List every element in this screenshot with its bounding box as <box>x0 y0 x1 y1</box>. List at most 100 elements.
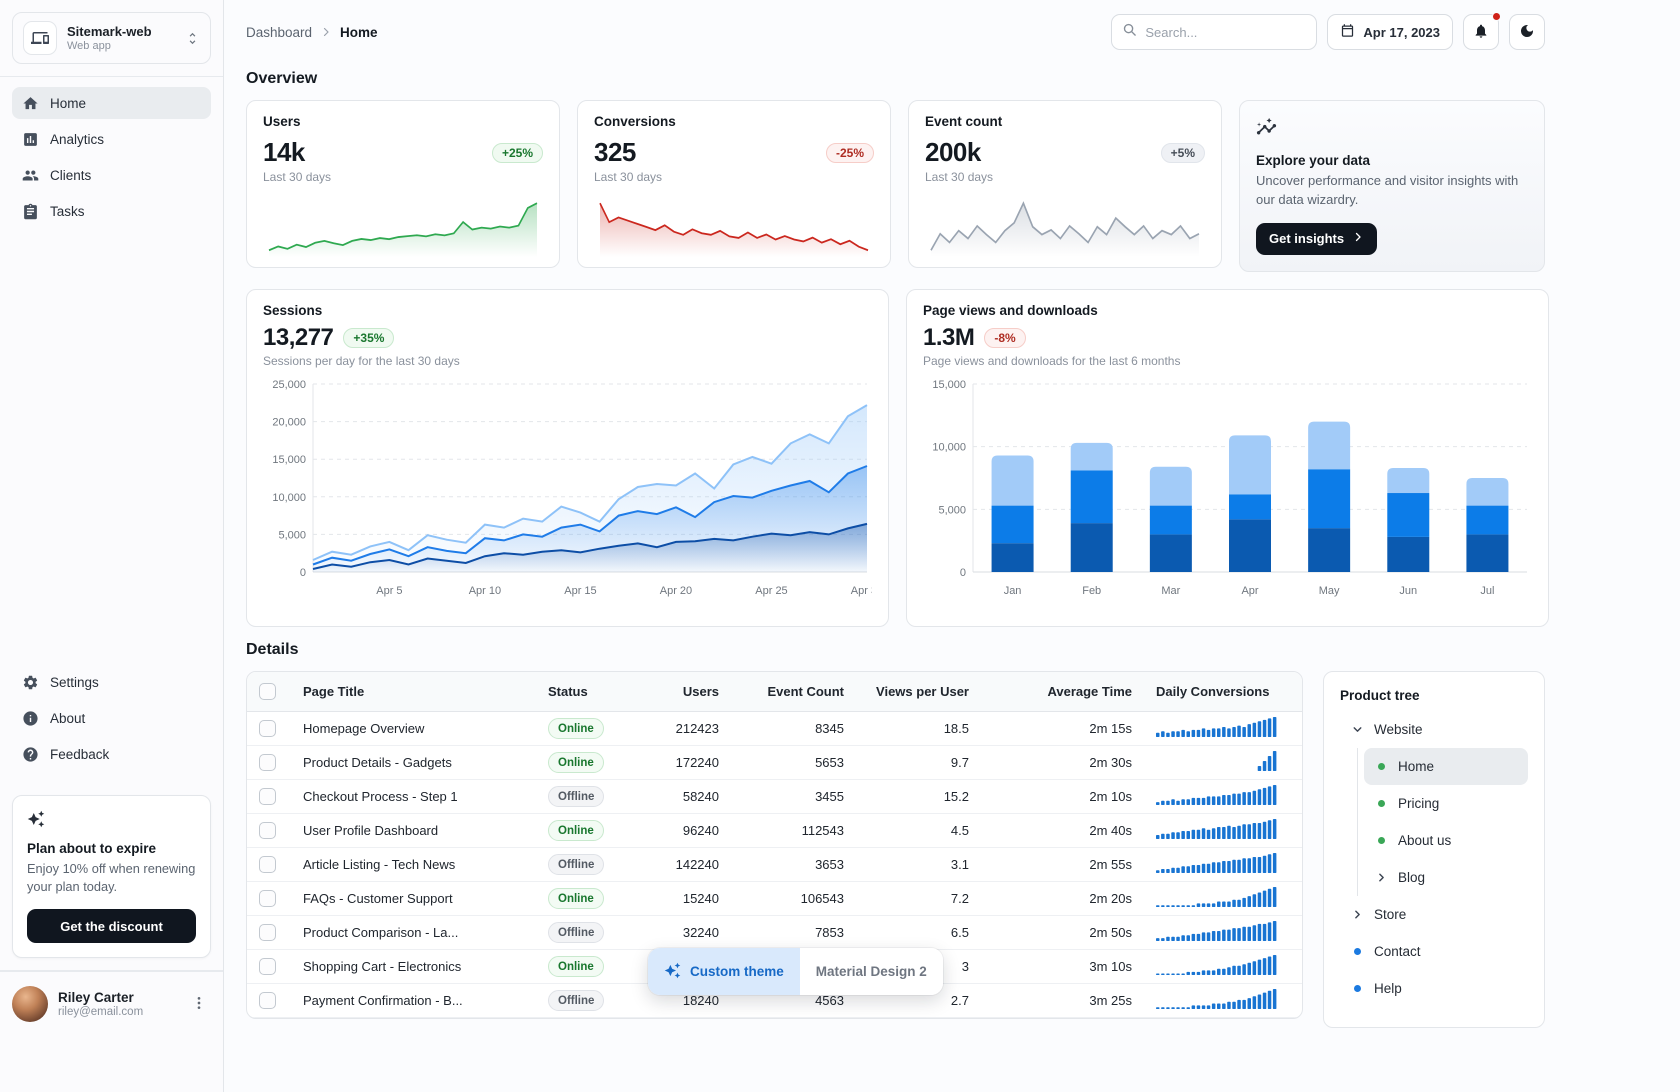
search-input[interactable] <box>1145 24 1307 40</box>
row-checkbox[interactable] <box>259 924 276 942</box>
select-all-checkbox[interactable] <box>259 682 276 700</box>
tree-item-pricing[interactable]: Pricing <box>1364 785 1528 822</box>
divider <box>0 970 223 971</box>
cell-average-time: 3m 10s <box>981 949 1144 985</box>
sessions-delta-badge: +35% <box>343 327 395 348</box>
get-discount-button[interactable]: Get the discount <box>27 909 196 943</box>
workspace-selector[interactable]: Sitemark-web Web app <box>12 12 211 64</box>
row-checkbox[interactable] <box>259 788 276 806</box>
daily-conversions-sparkline <box>1257 751 1277 772</box>
main-area: Dashboard Home Apr 17, 2023 <box>224 0 1680 1092</box>
sidebar-item-settings[interactable]: Settings <box>12 667 211 699</box>
table-row[interactable]: Article Listing - Tech News Offline 142240… <box>247 847 1302 883</box>
table-row[interactable]: User Profile Dashboard Online 96240 112543 4… <box>247 813 1302 849</box>
cell-users: 172240 <box>636 745 731 781</box>
row-checkbox[interactable] <box>259 890 276 908</box>
row-checkbox[interactable] <box>259 822 276 840</box>
svg-text:10,000: 10,000 <box>932 441 966 453</box>
tree-item-label: Help <box>1374 980 1402 996</box>
tree-item-label: Blog <box>1398 869 1426 885</box>
unfold-more-icon <box>185 31 200 46</box>
insights-icon <box>1256 117 1277 143</box>
explore-data-card: Explore your data Uncover performance an… <box>1239 100 1545 272</box>
tree-item-website[interactable]: Website <box>1340 711 1528 748</box>
breadcrumb-dashboard[interactable]: Dashboard <box>246 24 313 40</box>
tree-item-blog[interactable]: Blog <box>1364 859 1528 896</box>
status-badge: Online <box>548 956 604 978</box>
daily-conversions-sparkline <box>1156 955 1277 976</box>
sidebar-item-feedback[interactable]: Feedback <box>12 739 211 771</box>
search-input-wrapper <box>1111 14 1318 50</box>
custom-theme-toggle[interactable]: Custom theme <box>648 948 800 995</box>
sessions-value: 13,277 <box>263 323 334 351</box>
chevron-right-icon <box>1350 908 1364 921</box>
cell-average-time: 2m 20s <box>981 881 1144 917</box>
stat-title: Users <box>263 114 301 129</box>
status-badge: Offline <box>548 922 605 944</box>
notifications-button[interactable] <box>1463 12 1501 50</box>
table-row[interactable]: Product Comparison - La... Offline 32240 78… <box>247 915 1302 951</box>
column-header-status[interactable]: Status <box>536 671 636 713</box>
bullet-dot <box>1374 799 1388 807</box>
daily-conversions-sparkline <box>1156 819 1277 840</box>
column-header-daily-conversions[interactable]: Daily Conversions <box>1144 671 1302 713</box>
custom-theme-label: Custom theme <box>690 964 784 979</box>
daily-conversions-sparkline <box>1156 785 1277 806</box>
column-header-views-per-user[interactable]: Views per User <box>856 671 981 713</box>
column-header-users[interactable]: Users <box>636 671 731 713</box>
stat-title: Conversions <box>594 114 676 129</box>
svg-text:Apr 5: Apr 5 <box>376 585 402 597</box>
stat-sparkline <box>599 202 869 257</box>
tree-item-about-us[interactable]: About us <box>1364 822 1528 859</box>
sidebar-item-home[interactable]: Home <box>12 87 211 119</box>
table-row[interactable]: FAQs - Customer Support Online 15240 106543… <box>247 881 1302 917</box>
user-menu-button[interactable] <box>187 991 211 1018</box>
nav-label: Settings <box>50 675 99 691</box>
theme-mode-button[interactable] <box>1509 14 1545 50</box>
table-row[interactable]: Product Details - Gadgets Online 172240 565… <box>247 745 1302 781</box>
user-name: Riley Carter <box>58 990 134 1005</box>
daily-conversions-sparkline <box>1156 887 1277 908</box>
table-row[interactable]: Homepage Overview Online 212423 8345 18.5 2m … <box>247 711 1302 747</box>
status-badge: Online <box>548 752 604 774</box>
column-header-average-time[interactable]: Average Time <box>981 671 1144 713</box>
tree-item-home[interactable]: Home <box>1364 747 1528 785</box>
sidebar-item-tasks[interactable]: Tasks <box>12 195 211 227</box>
product-tree-card: Product tree Website Home Pricing About us B… <box>1323 670 1545 1028</box>
sidebar-item-clients[interactable]: Clients <box>12 159 211 191</box>
row-checkbox[interactable] <box>259 720 276 738</box>
row-checkbox[interactable] <box>259 856 276 874</box>
pageviews-bar-chart: 0 5,000 10,000 15,000 Jan Feb Mar Apr May Jun Jul <box>932 379 1527 597</box>
material-design-toggle[interactable]: Material Design 2 <box>799 948 943 995</box>
cell-page-title: Shopping Cart - Electronics <box>291 949 536 985</box>
chevron-right-icon <box>1374 871 1388 884</box>
sidebar-item-about[interactable]: About <box>12 703 211 735</box>
tree-item-help[interactable]: Help <box>1340 970 1528 1007</box>
cell-average-time: 2m 15s <box>981 711 1144 747</box>
svg-text:20,000: 20,000 <box>272 416 306 428</box>
row-checkbox[interactable] <box>259 992 276 1010</box>
nav-label: About <box>50 711 86 727</box>
get-insights-button[interactable]: Get insights <box>1256 222 1378 255</box>
analytics-icon <box>22 131 39 148</box>
tree-item-store[interactable]: Store <box>1340 896 1528 933</box>
sessions-title: Sessions <box>263 302 323 318</box>
cell-average-time: 2m 55s <box>981 847 1144 883</box>
cell-event-count: 106543 <box>731 881 856 917</box>
svg-text:25,000: 25,000 <box>272 379 306 391</box>
date-picker-button[interactable]: Apr 17, 2023 <box>1327 14 1453 50</box>
column-header-page-title[interactable]: Page Title <box>291 671 536 713</box>
tree-item-contact[interactable]: Contact <box>1340 933 1528 970</box>
sessions-area-chart: 0 5,000 10,000 15,000 20,000 25,000 Apr 5 Apr 1… <box>272 379 883 597</box>
tree-item-label: Store <box>1374 906 1407 922</box>
svg-text:Jan: Jan <box>1004 585 1022 597</box>
bullet-dot <box>1350 984 1364 992</box>
cell-views-per-user: 15.2 <box>856 779 981 815</box>
sidebar-item-analytics[interactable]: Analytics <box>12 123 211 155</box>
table-row[interactable]: Checkout Process - Step 1 Offline 58240 345… <box>247 779 1302 815</box>
users-stat-card: Users 14k +25% Last 30 days <box>246 100 560 268</box>
svg-text:15,000: 15,000 <box>272 454 306 466</box>
row-checkbox[interactable] <box>259 958 276 976</box>
row-checkbox[interactable] <box>259 754 276 772</box>
column-header-event-count[interactable]: Event Count <box>731 671 856 713</box>
